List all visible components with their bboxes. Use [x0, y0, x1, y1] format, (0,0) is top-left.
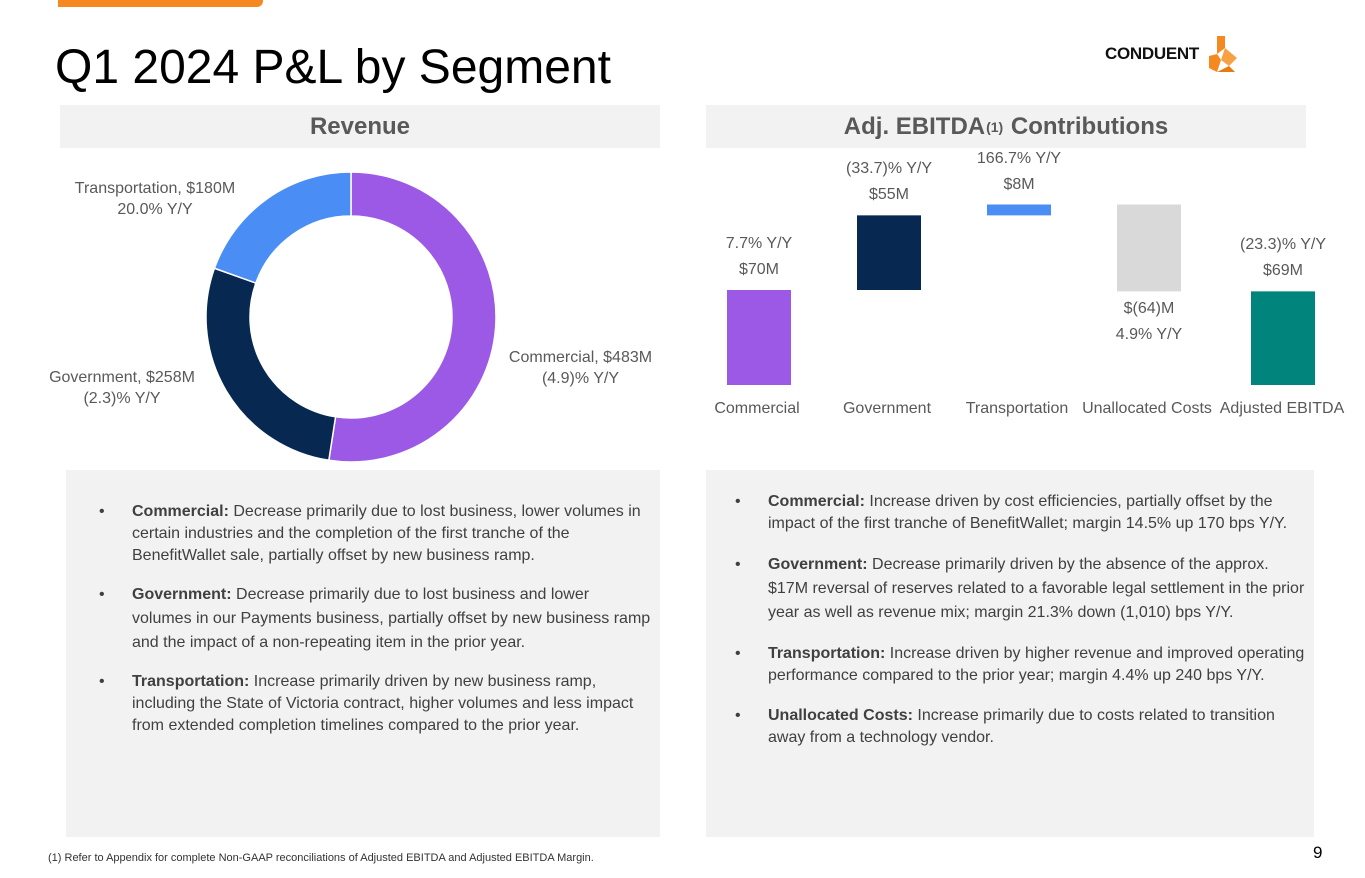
note-text: Increase driven by cost efficiencies, pa…	[768, 493, 1288, 532]
note-bold-label: Commercial:	[768, 493, 865, 510]
yoy-label: (33.7)% Y/Y	[846, 160, 932, 178]
donut-label-transportation: Transportation, $180M 20.0% Y/Y	[60, 178, 250, 220]
ebitda-header-rest: Contributions	[1010, 112, 1169, 140]
government-revenue-change: (2.3)% Y/Y	[83, 390, 161, 407]
bar-unallocated-costs	[1117, 204, 1181, 292]
note-bold-label: Transportation:	[768, 645, 886, 662]
commercial-revenue-change: (4.9)% Y/Y	[541, 370, 620, 387]
note-bold-label: Government:	[768, 556, 868, 573]
page-title: Q1 2024 P&L by Segment	[55, 41, 611, 94]
yoy-label: (23.3)% Y/Y	[1240, 236, 1326, 254]
value-label: $69M	[1262, 262, 1304, 280]
value-label: $8M	[1003, 175, 1035, 193]
note-text: Decrease primarily driven by the absence…	[768, 556, 1305, 621]
ebitda-notes-box: Commercial: Increase driven by cost effi…	[706, 470, 1314, 837]
note-text: Decrease primarily due to lost business …	[132, 586, 651, 651]
ebitda-note-government: Government: Decrease primarily driven by…	[706, 553, 1306, 625]
revenue-donut-chart	[205, 171, 497, 463]
yoy-label: 7.7% Y/Y	[725, 235, 793, 252]
note-bold-label: Transportation:	[132, 673, 250, 690]
conduent-logo: CONDUENT	[1105, 33, 1243, 75]
transportation-revenue-change: 20.0% Y/Y	[117, 201, 193, 218]
revenue-note-government: Government: Decrease primarily due to lo…	[70, 583, 652, 655]
note-bold-label: Unallocated Costs:	[768, 707, 913, 724]
commercial-revenue-label: Commercial, $483M	[508, 349, 653, 366]
logo-text: CONDUENT	[1105, 44, 1199, 63]
donut-slice-government	[205, 267, 337, 462]
ebitda-header: Adj. EBITDA (1) Contributions	[706, 105, 1306, 148]
ebitda-header-main: Adj. EBITDA	[843, 112, 986, 140]
bar-label-transportation: 166.7% Y/Y $8M	[954, 149, 1084, 195]
bar-adjusted-ebitda	[1251, 291, 1315, 385]
ebitda-header-footnote-ref: (1)	[986, 118, 1004, 135]
revenue-header-label: Revenue	[309, 112, 411, 140]
page-number: 9	[1313, 843, 1323, 862]
yoy-label: 166.7% Y/Y	[976, 149, 1062, 167]
revenue-header: Revenue	[60, 105, 660, 148]
accent-bar	[58, 0, 263, 7]
bar-label-government: (33.7)% Y/Y $55M	[824, 159, 954, 205]
category-label-government: Government	[842, 400, 932, 417]
revenue-notes-list: Commercial: Decrease primarily due to lo…	[70, 501, 652, 737]
bar-label-commercial: 7.7% Y/Y $70M	[694, 234, 824, 280]
government-revenue-label: Government, $258M	[49, 369, 195, 386]
revenue-note-transportation: Transportation: Increase primarily drive…	[70, 671, 652, 737]
revenue-notes-box: Commercial: Decrease primarily due to lo…	[66, 470, 660, 837]
footnote: (1) Refer to Appendix for complete Non-G…	[48, 852, 594, 864]
bar-government	[857, 215, 921, 290]
donut-slice-commercial	[327, 171, 497, 463]
ebitda-note-unallocated: Unallocated Costs: Increase primarily du…	[706, 705, 1306, 749]
ebitda-note-commercial: Commercial: Increase driven by cost effi…	[706, 491, 1306, 535]
value-label: $70M	[738, 261, 780, 278]
bar-label-unallocated-costs: $(64)M 4.9% Y/Y	[1084, 299, 1214, 345]
donut-slice-transportation	[213, 171, 352, 285]
ebitda-note-transportation: Transportation: Increase driven by highe…	[706, 643, 1306, 687]
ebitda-notes-list: Commercial: Increase driven by cost effi…	[706, 491, 1306, 749]
bar-label-adjusted-ebitda: (23.3)% Y/Y $69M	[1218, 235, 1348, 281]
conduent-mark-icon	[1208, 36, 1237, 72]
bar-commercial	[727, 290, 791, 385]
note-text: Increase primarily due to costs related …	[768, 707, 1275, 746]
value-label: $(64)M	[1123, 300, 1175, 318]
category-label-adjusted: Adjusted EBITDA	[1219, 400, 1345, 417]
note-text: Increase primarily driven by new busines…	[132, 673, 634, 734]
note-bold-label: Commercial:	[132, 503, 229, 520]
yoy-label: 4.9% Y/Y	[1115, 326, 1183, 344]
bar-transportation	[987, 204, 1051, 216]
value-label: $55M	[868, 186, 910, 204]
note-text: Decrease primarily due to lost business,…	[132, 503, 641, 564]
donut-label-government: Government, $258M (2.3)% Y/Y	[36, 367, 208, 409]
note-bold-label: Government:	[132, 586, 232, 603]
transportation-revenue-label: Transportation, $180M	[74, 180, 236, 197]
category-label-commercial: Commercial	[714, 400, 800, 417]
category-label-transportation: Transportation	[965, 400, 1069, 417]
category-label-unallocated: Unallocated Costs	[1082, 400, 1212, 417]
revenue-note-commercial: Commercial: Decrease primarily due to lo…	[70, 501, 652, 567]
ebitda-waterfall-chart	[727, 204, 1315, 385]
note-text: Increase driven by higher revenue and im…	[768, 645, 1305, 684]
donut-label-commercial: Commercial, $483M (4.9)% Y/Y	[498, 347, 663, 389]
